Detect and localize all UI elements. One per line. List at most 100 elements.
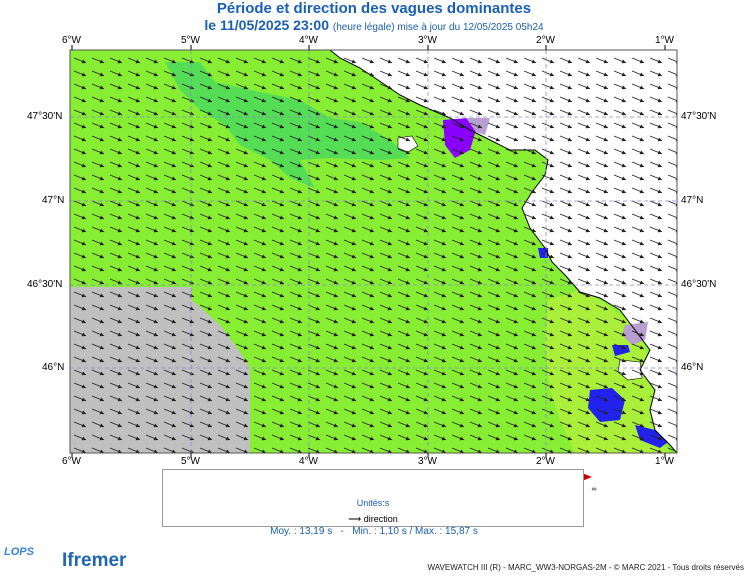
direction-arrow — [325, 109, 339, 116]
direction-arrow — [73, 330, 87, 337]
direction-arrow — [199, 317, 213, 324]
direction-arrow — [595, 200, 609, 207]
direction-arrow — [271, 83, 285, 90]
direction-arrow — [415, 291, 429, 298]
direction-arrow — [379, 304, 393, 311]
direction-arrow — [487, 135, 501, 142]
direction-arrow — [109, 252, 123, 259]
direction-arrow — [613, 369, 627, 376]
direction-arrow — [361, 57, 375, 64]
direction-arrow — [91, 174, 105, 181]
direction-arrow — [307, 148, 321, 155]
direction-arrow — [127, 369, 141, 376]
lat-tick-left: 47°30'N — [27, 111, 63, 122]
direction-arrow — [541, 356, 555, 363]
direction-arrow — [433, 382, 447, 389]
lon-tick-top: 4°W — [299, 35, 318, 46]
direction-arrow — [127, 122, 141, 129]
direction-arrow — [451, 200, 465, 207]
direction-arrow — [451, 304, 465, 311]
direction-arrow — [163, 447, 177, 453]
direction-arrow — [343, 83, 357, 90]
direction-arrow — [307, 291, 321, 298]
direction-arrow — [325, 421, 339, 428]
direction-arrow — [199, 200, 213, 207]
direction-arrow — [487, 200, 501, 207]
direction-arrow — [163, 395, 177, 402]
direction-arrow — [505, 317, 519, 324]
direction-arrow — [613, 83, 627, 90]
direction-arrow — [199, 356, 213, 363]
direction-arrow — [361, 304, 375, 311]
direction-arrow — [271, 161, 285, 168]
direction-arrow — [145, 395, 159, 402]
direction-arrow — [631, 369, 645, 376]
direction-arrow — [433, 161, 447, 168]
direction-arrow — [451, 213, 465, 220]
direction-arrow — [91, 343, 105, 350]
direction-arrow — [397, 291, 411, 298]
direction-arrow — [145, 122, 159, 129]
direction-arrow — [649, 70, 663, 77]
direction-arrow — [451, 356, 465, 363]
direction-arrow — [397, 395, 411, 402]
direction-arrow — [271, 395, 285, 402]
direction-arrow — [163, 343, 177, 350]
direction-arrow — [613, 291, 627, 298]
direction-arrow — [127, 356, 141, 363]
direction-arrow — [469, 148, 483, 155]
direction-arrow — [73, 252, 87, 259]
direction-arrow — [361, 148, 375, 155]
direction-arrow — [397, 382, 411, 389]
direction-arrow — [127, 343, 141, 350]
direction-arrow — [577, 304, 591, 311]
direction-arrow — [397, 96, 411, 103]
direction-arrow — [163, 356, 177, 363]
direction-arrow — [109, 356, 123, 363]
direction-arrow — [307, 213, 321, 220]
direction-arrow — [451, 421, 465, 428]
direction-arrow — [613, 265, 627, 272]
direction-arrow — [361, 382, 375, 389]
direction-arrow — [253, 356, 267, 363]
direction-arrow — [415, 343, 429, 350]
direction-arrow — [397, 278, 411, 285]
direction-arrow — [379, 382, 393, 389]
direction-arrow — [253, 83, 267, 90]
direction-arrow — [433, 70, 447, 77]
direction-arrow — [127, 239, 141, 246]
lops-logo: LOPS — [4, 546, 34, 558]
direction-arrow — [631, 70, 645, 77]
direction-arrow — [289, 200, 303, 207]
direction-arrow — [523, 135, 537, 142]
direction-arrow — [577, 343, 591, 350]
direction-arrow — [469, 291, 483, 298]
direction-arrow — [469, 239, 483, 246]
direction-arrow — [559, 434, 573, 441]
direction-arrow — [595, 369, 609, 376]
direction-arrow — [397, 343, 411, 350]
direction-arrow — [451, 239, 465, 246]
direction-arrow — [397, 252, 411, 259]
direction-arrow — [289, 174, 303, 181]
direction-arrow — [361, 109, 375, 116]
direction-arrow — [217, 408, 231, 415]
direction-arrow — [505, 408, 519, 415]
direction-arrow — [505, 291, 519, 298]
direction-arrow — [451, 291, 465, 298]
direction-arrow — [145, 70, 159, 77]
direction-arrow — [631, 382, 645, 389]
direction-arrow — [649, 330, 663, 337]
direction-arrow — [487, 304, 501, 311]
direction-arrow — [451, 148, 465, 155]
direction-arrow — [343, 434, 357, 441]
direction-arrow — [325, 161, 339, 168]
lat-tick-right: 46°N — [681, 362, 704, 373]
direction-arrow — [631, 200, 645, 207]
direction-arrow — [613, 408, 627, 415]
direction-arrow — [631, 421, 645, 428]
direction-arrow — [91, 304, 105, 311]
direction-arrow — [433, 317, 447, 324]
direction-arrow — [109, 70, 123, 77]
direction-arrow — [595, 135, 609, 142]
